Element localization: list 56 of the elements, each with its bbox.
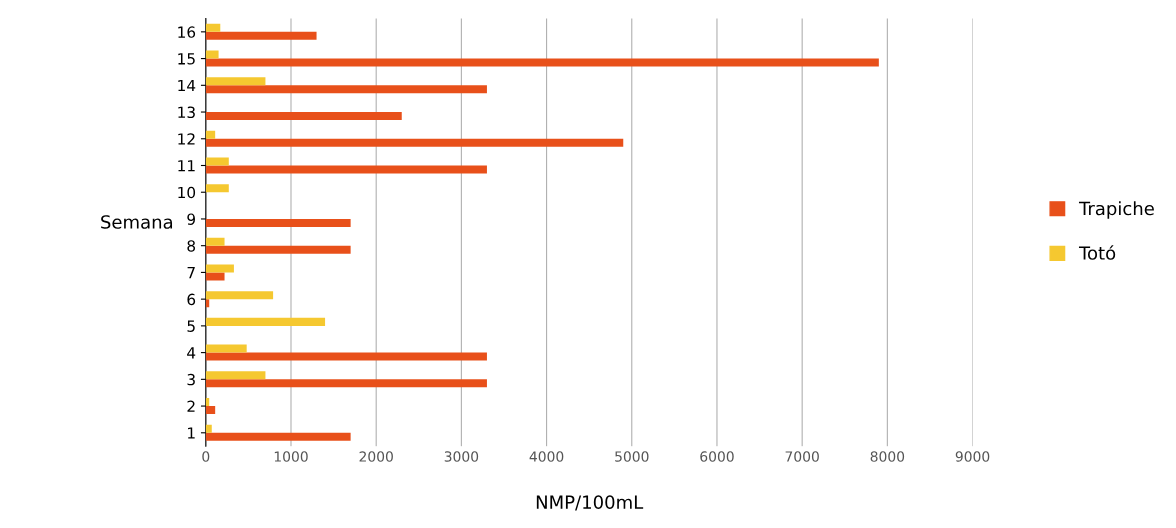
bar: [205, 58, 879, 67]
x-tick-label: 0: [202, 451, 210, 462]
y-tick-label: 11: [178, 160, 195, 172]
y-tick-label: 13: [178, 106, 195, 119]
y-tick-label: 6: [187, 293, 196, 306]
x-tick-label: 4000: [529, 451, 564, 462]
x-tick-label: 6000: [700, 451, 734, 462]
bar: [205, 245, 351, 254]
y-tick-label: 4: [187, 347, 196, 359]
bar: [205, 77, 266, 86]
legend-label: Totó: [1078, 245, 1116, 260]
bar: [205, 130, 216, 139]
bar: [205, 218, 351, 227]
bar: [205, 432, 351, 441]
y-tick-label: 2: [187, 400, 195, 412]
y-axis-title: Semana: [101, 215, 173, 229]
bar: [205, 165, 487, 174]
y-tick-label: 5: [187, 320, 195, 332]
bar: [205, 291, 274, 300]
bar: [205, 272, 225, 281]
bar: [205, 317, 326, 326]
bar: [205, 264, 234, 273]
bar: [205, 237, 225, 246]
x-axis-title: NMP/100mL: [536, 495, 644, 511]
y-tick-label: 15: [178, 53, 195, 65]
legend-label: Trapiche: [1078, 201, 1154, 219]
y-tick-label: 3: [187, 373, 195, 386]
x-tick-label: 5000: [615, 451, 649, 462]
bar: [205, 352, 487, 361]
bar: [205, 85, 487, 94]
bar: [205, 138, 624, 147]
bar: [205, 157, 229, 166]
y-tick-label: 1: [188, 427, 195, 439]
y-tick-label: 14: [178, 79, 196, 92]
x-tick-label: 9000: [955, 451, 990, 462]
bar: [205, 424, 212, 433]
bar: [205, 379, 487, 388]
bar: [205, 31, 317, 40]
y-tick-label: 16: [178, 26, 196, 38]
x-tick-label: 3000: [444, 451, 479, 462]
bar: [205, 23, 221, 32]
x-tick-label: 7000: [785, 451, 819, 462]
y-tick-label: 9: [187, 213, 195, 225]
x-tick-label: 2000: [359, 451, 393, 462]
y-tick-label: 12: [178, 133, 195, 145]
bar: [205, 112, 402, 121]
x-tick-label: 1000: [274, 451, 308, 462]
bar: [205, 50, 219, 59]
y-tick-label: 7: [187, 267, 195, 279]
bar: [205, 371, 266, 380]
bar: [205, 184, 229, 193]
bar: [205, 406, 216, 415]
y-tick-label: 8: [187, 240, 196, 252]
y-tick-label: 10: [178, 186, 196, 199]
bar: [205, 344, 247, 353]
x-tick-label: 8000: [870, 451, 905, 462]
